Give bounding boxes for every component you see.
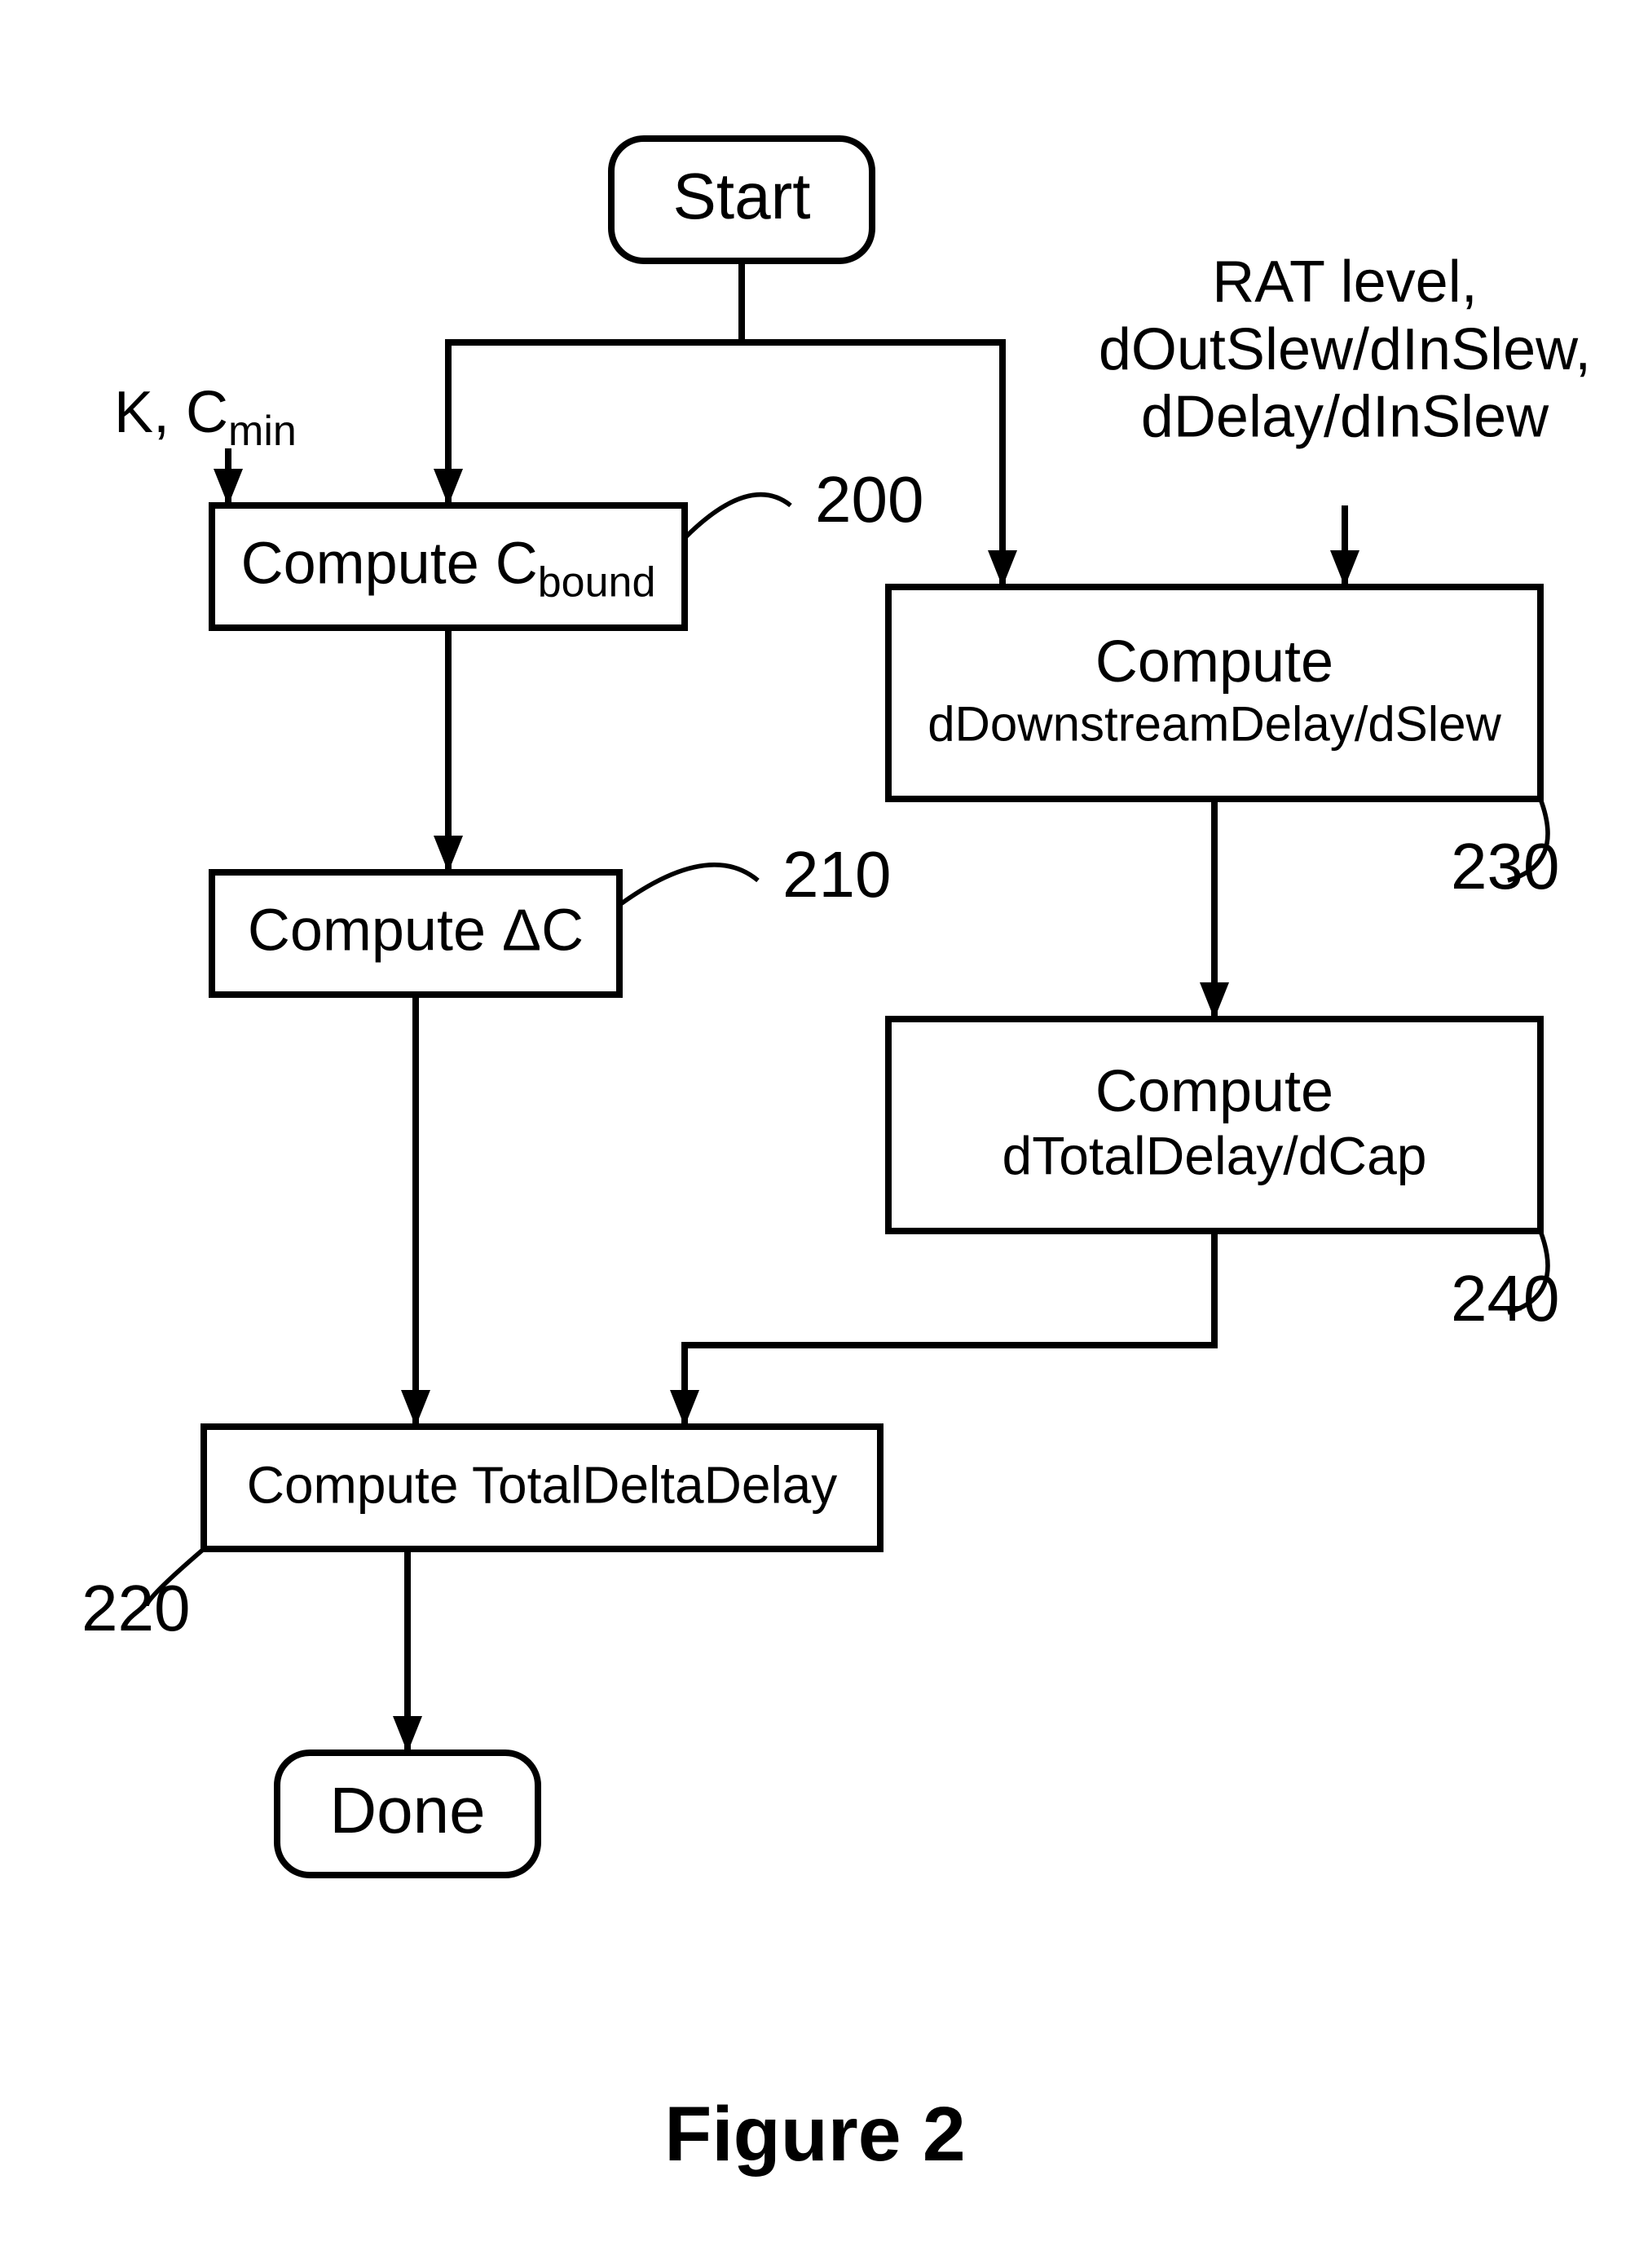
ref-number: 240 <box>1451 1262 1559 1335</box>
label-text: Compute ΔC <box>248 898 584 964</box>
label-text: Start <box>673 160 811 232</box>
ref-number: 230 <box>1451 830 1559 902</box>
floating-label: dDelay/dInSlew <box>1141 385 1549 450</box>
label-text: dDownstreamDelay/dSlew <box>928 697 1501 752</box>
floating-label: RAT level, <box>1212 249 1477 315</box>
ref-leader <box>685 495 791 538</box>
label-text: Done <box>329 1774 485 1847</box>
edge <box>685 1231 1214 1427</box>
ref-number: 200 <box>815 463 923 536</box>
edge <box>448 261 742 505</box>
label-text: dTotalDelay/dCap <box>1002 1125 1427 1185</box>
figure-caption: Figure 2 <box>664 2091 966 2178</box>
ref-number: 220 <box>82 1572 190 1644</box>
ref-number: 210 <box>782 838 891 911</box>
floating-label: dOutSlew/dInSlew, <box>1099 317 1591 382</box>
ref-leader <box>619 865 758 905</box>
label-text: Compute <box>1095 629 1333 695</box>
label-text: Compute <box>1095 1059 1333 1124</box>
label-text: Compute TotalDeltaDelay <box>247 1455 838 1514</box>
floating-label: K, Cmin <box>114 380 297 455</box>
